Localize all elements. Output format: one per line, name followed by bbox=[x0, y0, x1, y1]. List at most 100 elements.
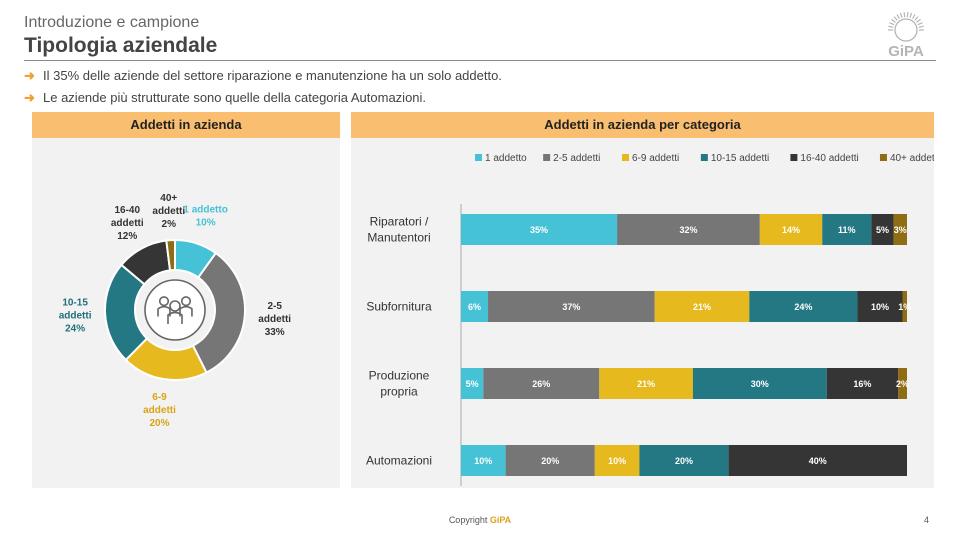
bar-segment bbox=[692, 368, 827, 399]
pie-chart-title: Addetti in azienda bbox=[32, 112, 340, 138]
footer-prefix: Copyright bbox=[448, 515, 490, 525]
bullet-text: Il 35% delle aziende del settore riparaz… bbox=[43, 68, 502, 83]
data-label: 2% bbox=[896, 379, 909, 389]
data-label: 6% bbox=[468, 302, 481, 312]
data-label: 21% bbox=[637, 379, 655, 389]
people-group-icon bbox=[144, 279, 206, 341]
legend-entry: 10-15 addetti bbox=[711, 153, 769, 164]
data-label: 10% bbox=[608, 456, 626, 466]
pie-category-label: 10-15 bbox=[62, 298, 88, 309]
logo-text: GiPA bbox=[888, 43, 924, 60]
category-label: Riparatori / bbox=[370, 215, 429, 229]
category-label: Produzione bbox=[369, 369, 430, 383]
pie-category-label: addetti bbox=[258, 314, 291, 325]
data-label: 35% bbox=[530, 225, 548, 235]
data-label: 11% bbox=[838, 225, 856, 235]
bullet-text: Le aziende più strutturate sono quelle d… bbox=[43, 90, 427, 105]
pie-value-label: 33% bbox=[265, 327, 285, 338]
data-label: 3% bbox=[894, 225, 907, 235]
legend-entry: 1 addetto bbox=[485, 153, 527, 164]
arrow-right-icon: ➜ bbox=[24, 68, 35, 83]
legend-swatch bbox=[879, 154, 887, 161]
data-label: 16% bbox=[853, 379, 871, 389]
page-title: Tipologia aziendale bbox=[24, 34, 218, 57]
legend-entry: 2-5 addetti bbox=[553, 153, 600, 164]
header-divider bbox=[24, 60, 936, 61]
data-label: 14% bbox=[782, 225, 800, 235]
legend-swatch bbox=[543, 154, 551, 161]
bar-segment bbox=[654, 291, 750, 322]
category-label: Manutentori bbox=[367, 231, 430, 245]
bar-segment bbox=[505, 445, 595, 476]
bar-segment bbox=[759, 214, 823, 245]
bar-segment bbox=[483, 368, 600, 399]
legend-swatch bbox=[790, 154, 798, 161]
data-label: 30% bbox=[751, 379, 769, 389]
bar-segment bbox=[728, 445, 907, 476]
pie-chart-panel: Addetti in azienda 1 addetto 10% 2-5 addett… bbox=[32, 112, 340, 488]
bar-segment bbox=[902, 291, 907, 322]
legend-entry: 40+ addetti bbox=[890, 153, 934, 164]
data-label: 5% bbox=[466, 379, 479, 389]
pie-value-label: 24% bbox=[65, 324, 85, 335]
bar-segment bbox=[893, 214, 907, 245]
arrow-right-icon: ➜ bbox=[24, 90, 35, 105]
bar-chart-title: Addetti in azienda per categoria bbox=[351, 112, 934, 138]
data-label: 40% bbox=[809, 456, 827, 466]
pie-category-label: addetti bbox=[143, 405, 176, 416]
pie-value-label: 20% bbox=[150, 418, 170, 429]
data-label: 10% bbox=[474, 456, 492, 466]
pie-category-label: addetti bbox=[111, 218, 144, 229]
data-label: 32% bbox=[679, 225, 697, 235]
footer-copyright: Copyright GiPA bbox=[0, 515, 960, 525]
footer-brand: GiPA bbox=[489, 515, 512, 525]
pie-category-label: 16-40 bbox=[114, 205, 140, 216]
pie-category-label: 40+ bbox=[160, 193, 177, 204]
category-label: propria bbox=[380, 385, 418, 399]
data-label: 20% bbox=[675, 456, 693, 466]
data-label: 20% bbox=[541, 456, 559, 466]
bar-segment bbox=[617, 214, 760, 245]
bar-segment bbox=[461, 291, 489, 322]
pie-value-label: 12% bbox=[117, 231, 137, 242]
data-label: 26% bbox=[532, 379, 550, 389]
bar-segment bbox=[599, 368, 693, 399]
category-label: Subfornitura bbox=[366, 300, 432, 314]
bar-segment bbox=[826, 368, 899, 399]
pie-category-label: 2-5 bbox=[267, 301, 282, 312]
page-subtitle: Introduzione e campione bbox=[24, 14, 200, 31]
legend-swatch bbox=[475, 154, 482, 161]
data-label: 37% bbox=[562, 302, 580, 312]
pie-category-label: 6-9 bbox=[152, 392, 167, 403]
bar-segment bbox=[488, 291, 655, 322]
stacked-bar-chart: 1 addetto 2-5 addetti 6-9 addetti 10-15 add… bbox=[366, 153, 940, 486]
bar-segment bbox=[594, 445, 640, 476]
pie-value-label: 2% bbox=[162, 219, 177, 230]
bar-segment bbox=[749, 291, 858, 322]
pie-category-label: addetti bbox=[59, 311, 92, 322]
data-label: 21% bbox=[693, 302, 711, 312]
bar-segment bbox=[822, 214, 872, 245]
legend-swatch bbox=[622, 154, 629, 161]
bar-segment bbox=[898, 368, 907, 399]
gipa-logo: GiPA bbox=[888, 12, 924, 60]
pie-category-label: addetti bbox=[152, 206, 185, 217]
pie-slice bbox=[191, 251, 246, 374]
category-label: Automazioni bbox=[366, 454, 432, 468]
page-number: 4 bbox=[924, 515, 930, 525]
legend-entry: 16-40 addetti bbox=[800, 153, 858, 164]
bar-segment bbox=[871, 214, 894, 245]
bar-segment bbox=[461, 214, 618, 245]
legend-swatch bbox=[700, 154, 708, 161]
pie-value-label: 10% bbox=[196, 217, 216, 228]
data-label: 10% bbox=[871, 302, 889, 312]
bullet-item: ➜ Le aziende più strutturate sono quelle … bbox=[24, 90, 426, 106]
pie-category-label: 1 addetto bbox=[183, 204, 227, 215]
bullet-item: ➜ Il 35% delle aziende del settore ripara… bbox=[24, 68, 502, 84]
bar-segment bbox=[461, 445, 506, 476]
bar-segment bbox=[639, 445, 729, 476]
pie-slice bbox=[165, 238, 176, 272]
data-label: 5% bbox=[876, 225, 889, 235]
donut-chart: 1 addetto 10% 2-5 addetti 33% 6-9 addetti 20% 10… bbox=[59, 193, 292, 429]
data-label: 1% bbox=[898, 302, 911, 312]
